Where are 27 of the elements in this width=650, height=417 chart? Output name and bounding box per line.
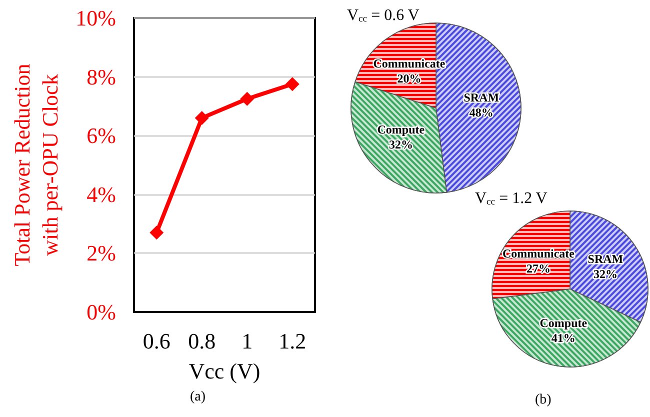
y-tick-label: 6% — [86, 123, 116, 148]
point — [194, 110, 209, 125]
x-tick-label: 1 — [242, 328, 253, 354]
slice-label: Compute — [540, 316, 588, 330]
y-tick-label: 0% — [86, 300, 116, 324]
x-tick-label: 0.6 — [142, 328, 170, 354]
text: (a) — [190, 390, 206, 404]
y-tick-label: 8% — [86, 64, 116, 90]
x-tick-label: 0.8 — [188, 328, 216, 354]
slice-label: Compute — [377, 122, 426, 137]
y-tick-label: 10% — [76, 6, 116, 30]
text: (b) — [535, 392, 552, 408]
data-label: 32% — [388, 138, 413, 152]
data-label: 32% — [593, 266, 618, 281]
data-label: 41% — [551, 330, 576, 345]
x-axis-title: Vcc (V) — [188, 358, 260, 384]
slice-label: SRAM — [588, 252, 624, 266]
point — [150, 226, 164, 240]
data-label: 27% — [526, 262, 550, 276]
slice-label: SRAM — [464, 90, 500, 105]
y-tick-label: 2% — [86, 240, 116, 266]
y-axis-title: Total Power Reduction with per-OPU Clock — [10, 64, 62, 266]
x-tick-label: 1.2 — [278, 328, 306, 354]
data-label: 48% — [469, 106, 494, 120]
y-tick-label: 4% — [86, 182, 116, 207]
point — [240, 92, 254, 106]
point — [285, 77, 300, 92]
